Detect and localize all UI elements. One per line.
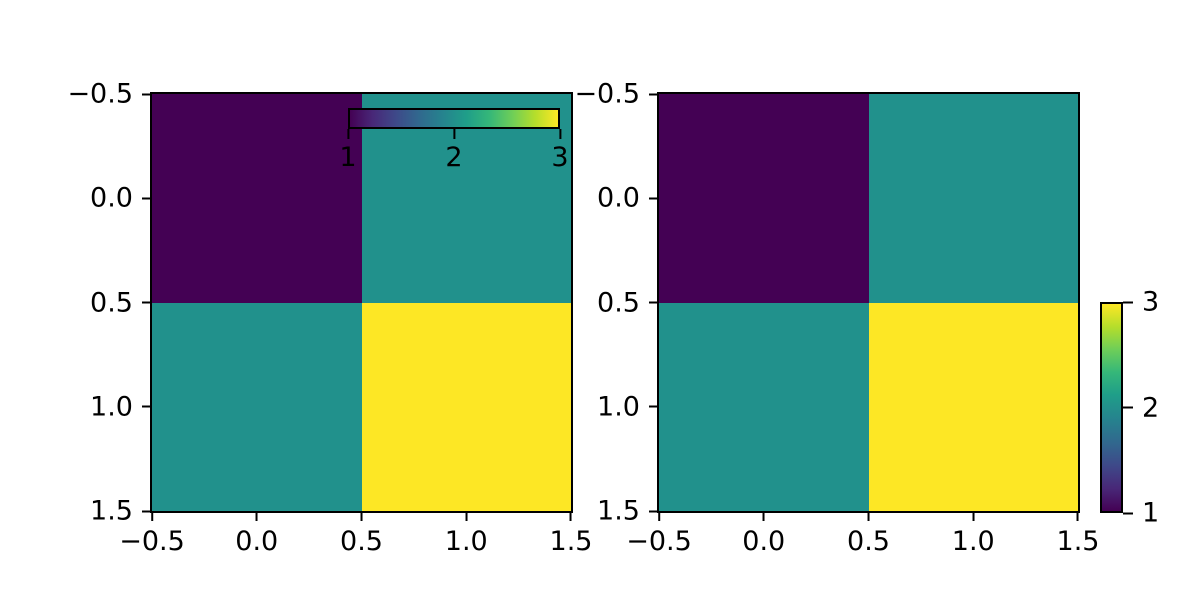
tick-mark: [465, 511, 468, 521]
tick-mark: [649, 510, 659, 512]
y-tick-label: −0.5: [67, 78, 133, 110]
x-tick-label: 0.0: [742, 526, 786, 557]
heatmap-grid-left: [152, 94, 571, 511]
x-tick: 1.5: [549, 511, 593, 557]
x-tick: 1.5: [1056, 511, 1100, 557]
tick-mark: [658, 511, 660, 521]
y-tick-label: −0.5: [574, 78, 640, 110]
tick-mark: [867, 511, 870, 521]
heatmap-axes-right: −0.5 0.0 0.5 1.0 1.5 −0.5 0.0 0.5 1.0 1.…: [574, 81, 1099, 556]
y-tick: 1.0: [90, 393, 152, 420]
x-tick: 1.0: [445, 511, 488, 555]
heatmap-axes-left: −0.5 0.0 0.5 1.0 1.5 −0.5 0.0 0.5 1.0 1.…: [67, 81, 592, 556]
x-tick: 1.0: [952, 511, 995, 555]
y-tick-label: 0.0: [597, 182, 640, 214]
tick-mark: [1123, 512, 1133, 514]
heatmap-cell-r0c0: [152, 94, 362, 303]
x-tick: 0.5: [847, 511, 890, 555]
x-tick: 0.0: [235, 511, 278, 555]
inset-colorbar-horizontal: 1 2 3: [339, 108, 569, 171]
y-tick-label: 1.0: [90, 391, 133, 423]
heatmap-cell-r1c1: [868, 302, 1078, 511]
y-tick-label: 1.0: [597, 391, 640, 423]
tick-mark: [649, 301, 659, 304]
y-tick: −0.5: [67, 81, 152, 108]
y-tick-label: 0.5: [597, 287, 640, 318]
x-tick-label: −0.5: [119, 526, 185, 557]
tick-mark: [151, 511, 153, 521]
tick-mark: [1123, 406, 1133, 409]
tick-mark: [649, 197, 659, 200]
tick-mark: [1076, 511, 1079, 521]
tick-mark: [453, 129, 455, 139]
x-tick-label: 1.5: [549, 526, 593, 557]
y-tick-label: 0.0: [90, 182, 133, 214]
y-tick: 1.5: [90, 498, 152, 525]
colorbar-tick: 3: [1123, 289, 1159, 316]
x-tick-label: 0.5: [847, 526, 890, 557]
tick-mark: [347, 129, 349, 139]
y-tick-label: 1.5: [597, 495, 640, 527]
y-tick: 0.5: [90, 289, 152, 316]
tick-mark: [972, 511, 975, 521]
colorbar-tick-label: 1: [1142, 497, 1160, 529]
x-tick: −0.5: [626, 511, 692, 555]
x-tick-label: 0.0: [235, 526, 279, 557]
x-tick: 0.5: [340, 511, 383, 555]
y-tick: 1.0: [597, 393, 659, 420]
tick-mark: [142, 405, 152, 408]
colorbar-tick: 1: [1123, 500, 1159, 527]
tick-mark: [649, 405, 659, 408]
colorbar-tick-label: 3: [1142, 286, 1160, 318]
tick-mark: [142, 301, 152, 304]
colorbar-gradient: [348, 108, 560, 129]
tick-mark: [1123, 301, 1133, 303]
heatmap-cell-r1c0: [659, 302, 869, 511]
colorbar-tick: 3: [551, 129, 569, 173]
heatmap-cell-r1c0: [152, 302, 362, 511]
x-tick-label: 1.0: [444, 526, 488, 557]
x-tick-label: −0.5: [626, 526, 692, 557]
tick-mark: [360, 511, 363, 521]
colorbar-tick: 2: [445, 129, 463, 173]
colorbar-tick-label: 2: [445, 142, 463, 173]
y-tick-label: 1.5: [90, 495, 133, 527]
x-tick-label: 1.0: [951, 526, 995, 557]
y-tick: 0.0: [597, 185, 659, 212]
colorbar-tick: 2: [1123, 394, 1159, 421]
colorbar-gradient: [1100, 302, 1123, 513]
colorbar-tick-label: 3: [551, 142, 569, 173]
y-tick: 0.0: [90, 185, 152, 212]
tick-mark: [649, 93, 659, 95]
y-tick: 1.5: [597, 498, 659, 525]
tick-mark: [569, 511, 572, 521]
heatmap-grid-right: [659, 94, 1078, 511]
heatmap-cell-r0c0: [659, 94, 869, 303]
colorbar-tick-label: 1: [339, 142, 357, 173]
heatmap-cell-r1c1: [361, 302, 571, 511]
tick-mark: [142, 93, 152, 95]
x-tick: 0.0: [742, 511, 785, 555]
tick-mark: [559, 129, 561, 139]
colorbar-vertical: 3 2 1: [1100, 289, 1159, 527]
tick-mark: [762, 511, 765, 521]
heatmap-cell-r0c1: [868, 94, 1078, 303]
colorbar-tick: 1: [339, 129, 357, 173]
x-tick: −0.5: [119, 511, 185, 555]
y-tick: 0.5: [597, 289, 659, 316]
tick-mark: [142, 197, 152, 200]
y-tick-label: 0.5: [90, 287, 133, 318]
x-tick-label: 0.5: [340, 526, 383, 557]
tick-mark: [255, 511, 258, 521]
x-tick-label: 1.5: [1056, 526, 1100, 557]
tick-mark: [142, 510, 152, 512]
y-tick: −0.5: [574, 81, 659, 108]
colorbar-tick-label: 2: [1142, 392, 1160, 423]
